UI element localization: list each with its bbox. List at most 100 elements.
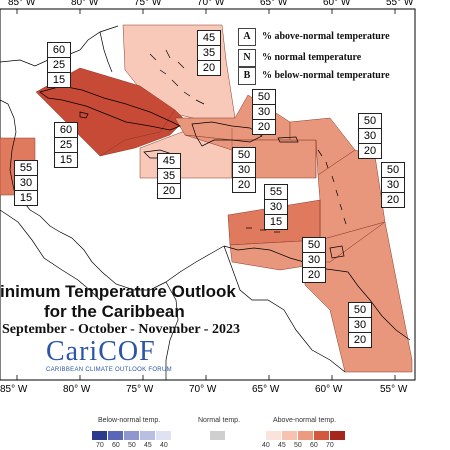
forecast-below-value: 20 [363,145,377,157]
colorbar-tick-label: 50 [294,442,302,449]
colorbar-tick-label: 50 [128,442,136,449]
season-subtitle: September - October - November - 2023 [2,322,240,337]
forecast-above-value: 50 [349,303,371,318]
map-title-line1: inimum Temperature Outlook [0,282,236,301]
forecast-normal-value: 30 [265,200,287,215]
colorbar-below-swatch [140,431,155,440]
legend-row-above: A % above-normal temperature [238,28,390,46]
colorbar-below-swatch [124,431,139,440]
forecast-normal-value: 25 [48,58,70,73]
colorbar-normal-label: Normal temp. [198,417,241,424]
forecast-above-value: 60 [55,123,77,138]
forecast-below-value: 20 [353,334,367,346]
axis-top-label: 60° W [323,0,351,8]
isle-of-youth [79,111,89,119]
region-guianas [304,221,413,373]
forecast-normal-value: 30 [233,163,255,178]
lesser-antilles [317,149,347,225]
colorbar-tick-label: 40 [160,442,168,449]
inland-border-1 [223,245,346,373]
axis-bottom-label: 75° W [126,384,154,395]
forecast-box-cuba-west: 60 25 15 [47,42,71,88]
forecast-above-value: 50 [382,163,404,178]
colorbar-tick-label: 45 [278,442,286,449]
colorbar-below-swatch [156,431,171,440]
panama-coast [91,261,167,291]
forecast-box-leewards: 50 30 20 [358,113,382,159]
coastlines [0,25,411,380]
axis-top-label: 75° W [134,0,162,8]
axis-top-label: 65° W [260,0,288,8]
colorbar-below-label: Below-normal temp. [98,417,161,424]
forecast-box-guianas: 50 30 20 [348,302,372,348]
region-cuba-south [99,109,186,157]
caricof-logo-subtext: CARIBBEAN CLIMATE OUTLOOK FORUM [46,367,172,373]
axis-top-label: 85° W [8,0,36,8]
legend-text: % below-normal temperature [262,70,390,81]
south-america-inland [165,281,179,380]
forecast-above-value: 45 [198,31,220,46]
forecast-above-value: 55 [265,185,287,200]
bahamas-islands [149,49,205,105]
colorbar-above-swatch [266,431,281,440]
forecast-below-value: 15 [269,216,283,228]
forecast-box-bahamas: 45 35 20 [197,30,221,76]
forecast-above-value: 50 [303,238,325,253]
forecast-normal-value: 35 [158,169,180,184]
forecast-below-value: 15 [19,192,33,204]
colombia-coast [165,245,225,283]
colorbar-tick-label: 40 [262,442,270,449]
forecast-normal-value: 30 [349,318,371,333]
forecast-normal-value: 30 [303,253,325,268]
forecast-below-value: 15 [52,74,66,86]
forecast-box-belize: 55 30 15 [14,160,38,206]
colorbar-above-swatch [314,431,329,440]
venezuela-coast [223,245,349,273]
forecast-below-value: 20 [162,185,176,197]
legend-row-normal: N % normal temperature [238,49,361,67]
forecast-normal-value: 25 [55,138,77,153]
forecast-below-value: 20 [237,179,251,191]
forecast-below-value: 20 [386,194,400,206]
axis-bottom-label: 70° W [189,384,217,395]
forecast-below-value: 20 [307,269,321,281]
colorbar-tick-label: 70 [96,442,104,449]
forecast-box-trinidad: 50 30 20 [302,237,326,283]
forecast-box-hispaniola-north: 50 30 20 [252,89,276,135]
colorbar-tick-label: 45 [144,442,152,449]
forecast-box-windwards: 50 30 20 [381,162,405,208]
graticule-ticks [16,9,396,380]
colorbar-below-swatch [108,431,123,440]
forecast-box-abc-islands: 55 30 15 [264,184,288,230]
colorbar-normal-swatch [210,431,225,440]
abc-islands-shapes [246,227,280,233]
colorbar-tick-label: 70 [326,442,334,449]
forecast-above-value: 50 [233,148,255,163]
forecast-normal-value: 30 [253,105,275,120]
axis-bottom-label: 65° W [252,384,280,395]
forecast-box-cuba-south: 60 25 15 [54,122,78,168]
legend-key: B [238,67,256,85]
colorbar-tick-label: 60 [112,442,120,449]
map-title-line2: for the Caribbean [44,302,185,321]
forecast-above-value: 50 [359,114,381,129]
forecast-box-jamaica: 45 35 20 [157,153,181,199]
colorbar-above-swatch [298,431,313,440]
forecast-below-value: 20 [202,62,216,74]
axis-bottom-label: 80° W [63,384,91,395]
axis-top-label: 55° W [386,0,414,8]
axis-top-label: 80° W [71,0,99,8]
forecast-normal-value: 35 [198,46,220,61]
forecast-below-value: 20 [257,121,271,133]
colorbar-above-swatch [282,431,297,440]
axis-top-label: 70° W [197,0,225,8]
colorbar-above-swatch [330,431,345,440]
legend-text: % normal temperature [262,52,362,63]
legend-key: A [238,28,256,46]
guianas-coast [347,271,411,341]
axis-bottom-label: 55° W [380,384,408,395]
florida-keys [99,31,113,73]
hispaniola-coast [191,121,263,147]
colorbar-below-swatch [92,431,107,440]
axis-bottom-label: 85° W [0,384,28,395]
